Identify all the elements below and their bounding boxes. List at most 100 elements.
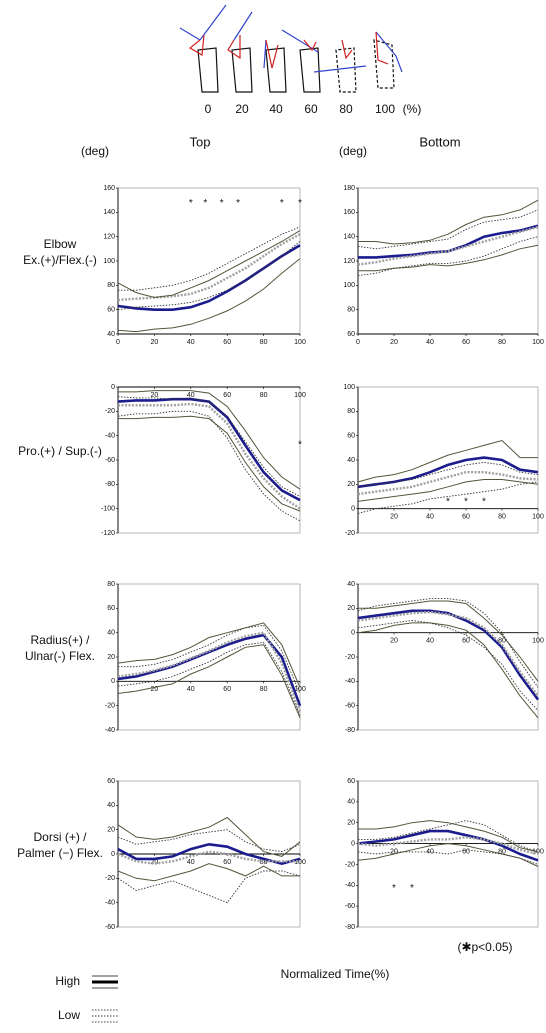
y-tick-label: -60 xyxy=(105,924,115,931)
series-line xyxy=(358,820,539,853)
significance-mark: * xyxy=(410,883,414,894)
series-line xyxy=(117,622,301,688)
phase-label: 40 xyxy=(269,102,283,116)
series-line xyxy=(117,230,301,299)
y-tick-label: -40 xyxy=(345,678,355,685)
plot-frame xyxy=(117,386,301,534)
x-tick-label: 0 xyxy=(116,339,120,346)
significance-mark: * xyxy=(280,198,284,209)
x-tick-label: 20 xyxy=(390,339,398,346)
y-tick-label: 40 xyxy=(347,457,355,464)
y-tick-label: 160 xyxy=(103,185,115,192)
y-tick-label: 0 xyxy=(351,506,355,513)
legend-label: High xyxy=(55,974,80,988)
series-line xyxy=(117,816,301,857)
y-tick-label: -80 xyxy=(345,727,355,734)
x-tick-label: 80 xyxy=(498,848,506,855)
x-tick-label: 20 xyxy=(151,339,159,346)
y-tick-label: 120 xyxy=(343,258,355,265)
y-tick-label: 80 xyxy=(107,581,115,588)
y-tick-label: 20 xyxy=(107,827,115,834)
x-tick-label: 100 xyxy=(532,848,544,855)
x-tick-label: 20 xyxy=(151,392,159,399)
phase-label: 20 xyxy=(235,102,249,116)
series-line xyxy=(118,390,301,490)
series-line xyxy=(118,402,301,510)
y-tick-label: 20 xyxy=(347,481,355,488)
y-tick-label: 40 xyxy=(107,802,115,809)
y-tick-label: 100 xyxy=(343,282,355,289)
y-tick-label: 40 xyxy=(107,331,115,338)
x-tick-label: 40 xyxy=(426,638,434,645)
x-tick-label: 40 xyxy=(187,392,195,399)
series-line xyxy=(357,439,538,483)
series-line xyxy=(117,641,301,716)
significance-note: (✱p<0.05) xyxy=(457,940,512,954)
y-tick-label: 60 xyxy=(347,331,355,338)
x-tick-label: 40 xyxy=(426,339,434,346)
series-line xyxy=(357,461,539,488)
series-line xyxy=(117,233,301,302)
phase-label: 0 xyxy=(205,102,212,116)
y-unit: (deg) xyxy=(339,144,367,158)
y-tick-label: -20 xyxy=(105,703,115,710)
y-tick-label: 0 xyxy=(111,678,115,685)
series-line xyxy=(117,644,301,718)
y-tick-label: -20 xyxy=(345,530,355,537)
legend-label: Low xyxy=(58,1008,80,1022)
x-tick-label: 100 xyxy=(294,859,306,866)
phase-label: 60 xyxy=(304,102,318,116)
y-tick-label: -60 xyxy=(105,457,115,464)
series-line xyxy=(357,620,539,711)
series-line xyxy=(118,415,301,512)
significance-mark: * xyxy=(220,198,224,209)
series-line xyxy=(357,209,539,250)
y-tick-label: 20 xyxy=(347,820,355,827)
series-line xyxy=(118,226,301,291)
legend: High Low xyxy=(55,974,118,1023)
plot-frame xyxy=(357,187,539,335)
y-tick-label: 40 xyxy=(347,581,355,588)
row-label: Palmer (−) Flex. xyxy=(17,846,103,860)
x-tick-label: 80 xyxy=(260,339,268,346)
x-tick-label: 60 xyxy=(462,514,470,521)
series-line xyxy=(357,225,539,266)
y-tick-label: -60 xyxy=(345,703,355,710)
y-tick-label: -40 xyxy=(345,882,355,889)
significance-mark: * xyxy=(189,198,193,209)
series-line xyxy=(357,456,539,489)
series-line xyxy=(358,199,539,245)
row-label: Elbow xyxy=(44,237,77,251)
series-line xyxy=(117,397,301,502)
y-tick-label: -120 xyxy=(101,530,115,537)
y-tick-label: 140 xyxy=(103,209,115,216)
x-tick-label: 20 xyxy=(390,638,398,645)
series-line xyxy=(117,829,301,853)
series-line xyxy=(357,598,539,688)
y-tick-label: 180 xyxy=(343,185,355,192)
row-label: Ex.(+)/Flex.(-) xyxy=(23,253,97,267)
series-line xyxy=(117,244,301,311)
series-line xyxy=(357,610,539,697)
series-line xyxy=(117,863,300,882)
x-tick-label: 100 xyxy=(532,514,544,521)
series-line xyxy=(117,258,301,333)
significance-mark: * xyxy=(482,497,486,508)
series-line xyxy=(357,609,540,701)
plot-frame xyxy=(117,583,301,731)
y-tick-label: 60 xyxy=(107,307,115,314)
phase-label: 100 xyxy=(375,102,395,116)
series-line xyxy=(358,820,539,853)
x-tick-label: 60 xyxy=(462,638,470,645)
series-line xyxy=(117,850,300,865)
y-tick-label: 40 xyxy=(107,630,115,637)
y-tick-label: -40 xyxy=(105,900,115,907)
x-tick-label: 60 xyxy=(223,859,231,866)
y-tick-label: -20 xyxy=(345,861,355,868)
row-label: Ulnar(-) Flex. xyxy=(25,649,95,663)
x-tick-label: 60 xyxy=(223,686,231,693)
x-axis-title: Normalized Time(%) xyxy=(281,967,390,981)
y-tick-label: -60 xyxy=(345,903,355,910)
x-tick-label: 20 xyxy=(151,686,159,693)
y-tick-label: 80 xyxy=(347,408,355,415)
